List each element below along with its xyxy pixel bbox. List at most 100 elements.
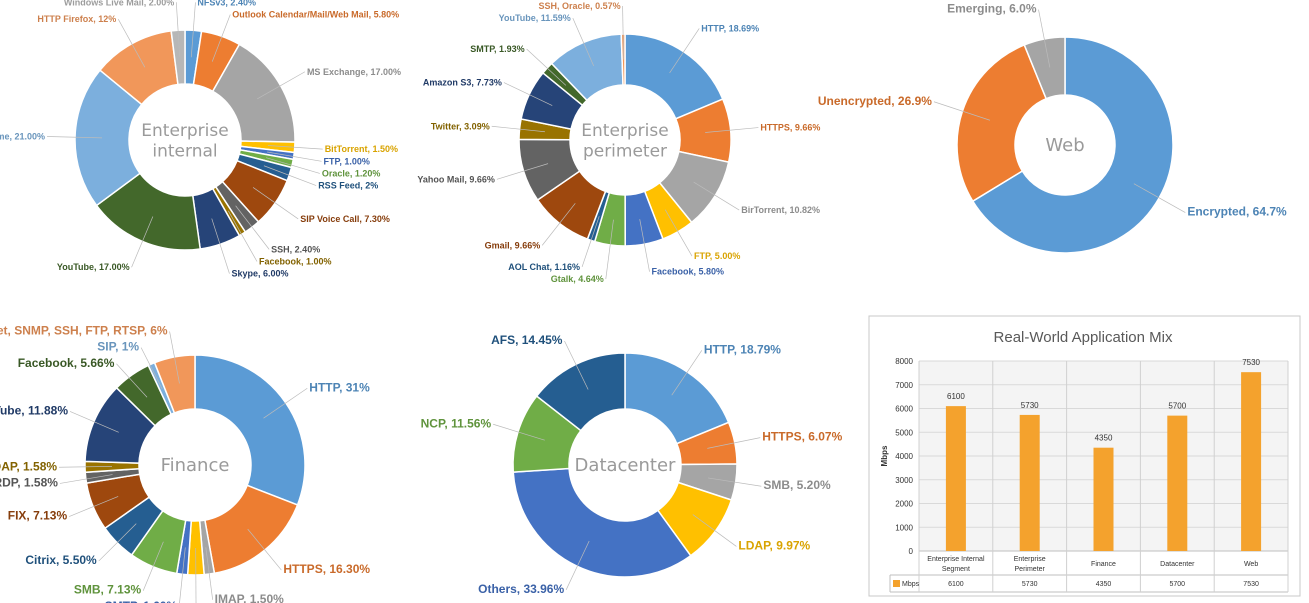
table-cell: 7530 xyxy=(1243,581,1259,588)
donut-slice xyxy=(153,354,196,414)
leader-line xyxy=(98,523,137,562)
bar xyxy=(1019,414,1040,551)
donut-slice xyxy=(74,69,143,207)
slice-label: FTP, 5.00% xyxy=(694,251,740,261)
data-label: 5730 xyxy=(1021,401,1039,410)
donut-slice xyxy=(170,29,186,86)
chart-title: Real-World Application Mix xyxy=(994,329,1173,346)
bar xyxy=(1093,447,1114,551)
leader-line xyxy=(707,437,761,449)
slice-label: Others, 33.96% xyxy=(478,582,564,596)
leader-line xyxy=(705,127,759,133)
slice-label: HTTP, 18.79% xyxy=(704,342,781,356)
slice-label: YouTube, 11.59% xyxy=(499,13,571,23)
x-tick-label-line: Web xyxy=(1244,561,1258,568)
leader-line xyxy=(565,540,590,590)
y-tick-label: 2000 xyxy=(895,500,913,509)
y-tick-label: 1000 xyxy=(895,523,913,532)
table-cell: 5700 xyxy=(1170,581,1186,588)
x-tick-label: Enterprise Perimeter xyxy=(1014,556,1046,573)
leader-line xyxy=(503,82,553,106)
slice-label: Emerging, 6.0% xyxy=(947,2,1037,16)
legend-swatch xyxy=(893,580,900,587)
leader-line xyxy=(227,210,258,262)
leader-line xyxy=(69,496,119,517)
leader-line xyxy=(267,145,323,150)
slice-label: NFSv3, 2.40% xyxy=(197,0,256,7)
leader-line xyxy=(693,181,740,211)
donut-slice xyxy=(194,354,306,506)
slice-label: YouTube, 17.00% xyxy=(57,262,130,272)
slice-label: SIP Voice Call, 7.30% xyxy=(300,214,390,224)
slice-label: Unencrypted, 26.9% xyxy=(818,94,932,108)
leader-line xyxy=(564,340,589,390)
leader-line xyxy=(47,136,103,139)
leader-line xyxy=(526,48,567,86)
leader-line xyxy=(169,331,180,384)
leader-line xyxy=(491,125,545,133)
donut-slice xyxy=(512,467,692,578)
slice-label: BirTorrent, 10.82% xyxy=(741,205,820,215)
leader-line xyxy=(622,6,624,60)
leader-line xyxy=(69,411,119,433)
leader-line xyxy=(639,219,650,272)
slice-label: SMTP, 1.60% xyxy=(105,599,178,603)
leader-line xyxy=(59,466,113,468)
donut-title: Datacenter xyxy=(575,455,676,476)
donut-slice xyxy=(1023,36,1066,100)
leader-line xyxy=(265,157,320,174)
slice-label: HTTP Chrome, 21.00% xyxy=(0,132,45,142)
slice-label: LDAP, 1.58% xyxy=(0,459,57,473)
donut-title-line: Enterprise xyxy=(141,121,228,141)
slice-label: FTP, 1.00% xyxy=(324,156,370,166)
slice-label: Skype, 6.00% xyxy=(231,269,288,279)
leader-line xyxy=(190,2,196,58)
slice-label: LDAP, 9.97% xyxy=(738,538,810,552)
slice-label: YouTube, 11.88% xyxy=(0,403,68,417)
x-tick-label-line: Enterprise Internal xyxy=(927,556,985,563)
slice-label: Outlook Calendar/Mail/Web Mail, 5.80% xyxy=(232,10,399,20)
data-label: 5700 xyxy=(1168,402,1186,411)
slice-label: RDP, 1.58% xyxy=(0,475,58,489)
x-tick-label-line: Datacenter xyxy=(1160,561,1195,568)
leader-line xyxy=(131,216,154,268)
slice-label: BitTorrent, 1.50% xyxy=(325,144,398,154)
donut-title-line: Web xyxy=(1045,135,1084,156)
leader-line xyxy=(205,547,214,600)
donut-slice xyxy=(956,43,1048,203)
y-tick-label: 7000 xyxy=(895,381,913,390)
leader-line xyxy=(140,347,163,389)
donut-title-line: Datacenter xyxy=(575,455,676,476)
slice-label: Oracle, 1.20% xyxy=(322,168,381,178)
donut-title-line: Enterprise xyxy=(581,121,668,141)
slice-label: HTTP, 31% xyxy=(309,380,370,394)
x-tick-label: Enterprise Internal Segment xyxy=(927,556,985,573)
leader-line xyxy=(572,18,594,66)
slice-label: Encrypted, 64.7% xyxy=(1187,205,1287,219)
slice-label: SMB, 7.13% xyxy=(74,583,142,597)
donut-slice xyxy=(620,33,626,86)
leader-line xyxy=(933,101,991,121)
slice-label: Windows Live Mail, 2.00% xyxy=(64,0,174,7)
leader-line xyxy=(267,151,322,162)
donut-chart-1: HTTP, 18.69% HTTPS, 9.66% BirTorrent, 10.8… xyxy=(417,1,820,284)
donut-title-line: perimeter xyxy=(583,141,667,161)
donut-chart-3: HTTP, 31%HTTPS, 16.30%IMAP, 1.50%POP3, 2… xyxy=(0,323,370,603)
slice-label: Facebook, 5.66% xyxy=(18,356,115,370)
x-tick-label: Finance xyxy=(1091,561,1116,568)
data-label: 4350 xyxy=(1095,434,1113,443)
slice-label: AOL Chat, 1.16% xyxy=(508,262,580,272)
leader-line xyxy=(235,205,270,250)
donut-chart-4: HTTP, 18.79% HTTPS, 6.07% SMB, 5.20% LDAP, … xyxy=(421,333,843,596)
leader-line xyxy=(669,28,700,74)
slice-label: SIP, 1% xyxy=(97,340,139,354)
slice-label: SSH, Oracle, 0.57% xyxy=(539,1,621,11)
slice-label: Citrix, 5.50% xyxy=(25,553,97,567)
slice-label: Telnet, SNMP, SSH, FTP, RTSP, 6% xyxy=(0,323,168,337)
slice-label: HTTP Firefox, 12% xyxy=(37,14,116,24)
table-cell: 4350 xyxy=(1096,581,1112,588)
y-tick-label: 5000 xyxy=(895,428,913,437)
y-tick-label: 0 xyxy=(909,547,914,556)
leader-line xyxy=(116,363,148,398)
